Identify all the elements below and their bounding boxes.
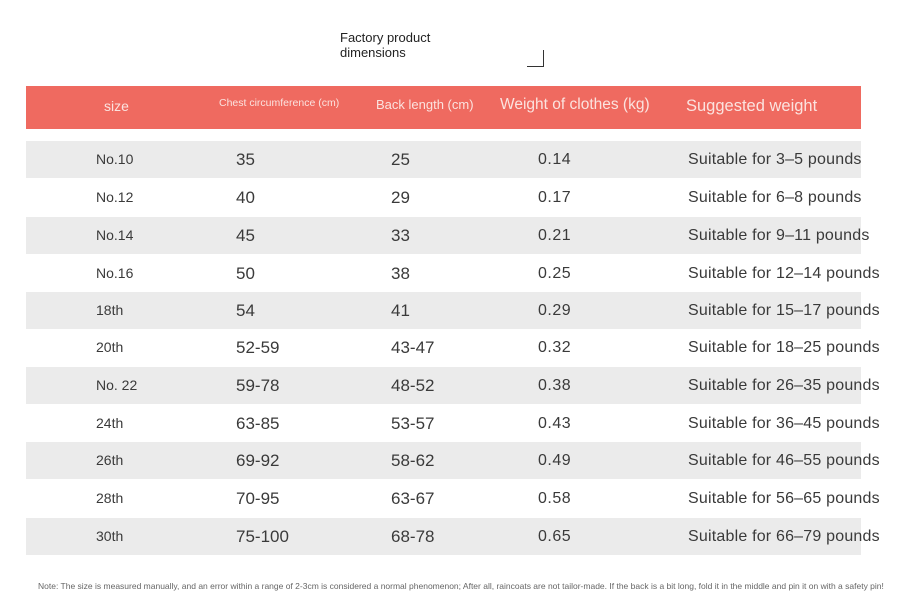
table-row: No.10 35 25 0.14 Suitable for 3–5 pounds (26, 141, 861, 178)
measurement-note: Note: The size is measured manually, and… (38, 581, 884, 591)
header-chest: Chest circumference (cm) (219, 97, 340, 109)
cell-chest: 70-95 (236, 489, 280, 508)
table-row: 24th 63-85 53-57 0.43 Suitable for 36–45 pou… (26, 405, 880, 442)
cell-size: No. 22 (96, 377, 138, 393)
cell-suggested: Suitable for 3–5 pounds (688, 151, 862, 168)
page-title: Factory product dimensions (340, 30, 431, 60)
cell-suggested: Suitable for 9–11 pounds (688, 227, 870, 244)
cell-suggested: Suitable for 18–25 pounds (688, 339, 880, 356)
table-row: 20th 52-59 43-47 0.32 Suitable for 18–25 pou… (26, 329, 880, 366)
header-size: size (104, 98, 129, 114)
cell-weight: 0.65 (538, 528, 572, 545)
cell-back: 53-57 (391, 414, 435, 433)
corner-mark (527, 50, 544, 67)
cell-chest: 59-78 (236, 376, 280, 395)
cell-suggested: Suitable for 12–14 pounds (688, 265, 880, 282)
cell-back: 43-47 (391, 338, 435, 357)
cell-size: No.12 (96, 189, 134, 205)
cell-suggested: Suitable for 46–55 pounds (688, 452, 880, 469)
cell-back: 29 (391, 188, 410, 207)
table-row: 28th 70-95 63-67 0.58 Suitable for 56–65 pou… (26, 480, 880, 517)
cell-back: 48-52 (391, 376, 435, 395)
cell-chest: 63-85 (236, 414, 280, 433)
cell-weight: 0.17 (538, 189, 572, 206)
cell-suggested: Suitable for 26–35 pounds (688, 377, 880, 394)
cell-size: 26th (96, 452, 124, 468)
table-header: size Chest circumference (cm) Back lengt… (26, 86, 861, 129)
cell-weight: 0.32 (538, 339, 572, 356)
table-row: No.16 50 38 0.25 Suitable for 12–14 pounds (26, 255, 880, 292)
cell-weight: 0.25 (538, 265, 572, 282)
table-row: No.14 45 33 0.21 Suitable for 9–11 pounds (26, 217, 869, 254)
cell-chest: 35 (236, 150, 255, 169)
cell-suggested: Suitable for 66–79 pounds (688, 528, 880, 545)
cell-suggested: Suitable for 15–17 pounds (688, 302, 880, 319)
cell-size: 18th (96, 302, 124, 318)
cell-chest: 45 (236, 226, 255, 245)
cell-back: 58-62 (391, 451, 435, 470)
header-weight: Weight of clothes (kg) (500, 96, 650, 113)
cell-chest: 50 (236, 264, 255, 283)
cell-weight: 0.38 (538, 377, 572, 394)
cell-back: 68-78 (391, 527, 435, 546)
cell-back: 41 (391, 301, 410, 320)
cell-chest: 54 (236, 301, 255, 320)
cell-suggested: Suitable for 6–8 pounds (688, 189, 862, 206)
table-row: 30th 75-100 68-78 0.65 Suitable for 66–79 po… (26, 518, 880, 555)
cell-back: 33 (391, 226, 410, 245)
cell-size: No.14 (96, 227, 134, 243)
cell-size: 28th (96, 490, 124, 506)
cell-chest: 69-92 (236, 451, 280, 470)
cell-back: 38 (391, 264, 410, 283)
cell-weight: 0.49 (538, 452, 572, 469)
header-back: Back length (cm) (376, 97, 474, 112)
cell-weight: 0.21 (538, 227, 572, 244)
cell-suggested: Suitable for 36–45 pounds (688, 415, 880, 432)
table-row: No.12 40 29 0.17 Suitable for 6–8 pounds (26, 179, 861, 216)
cell-weight: 0.29 (538, 302, 572, 319)
cell-size: 30th (96, 528, 124, 544)
cell-weight: 0.58 (538, 490, 572, 507)
table-row: 18th 54 41 0.29 Suitable for 15–17 pounds (26, 292, 880, 329)
cell-back: 25 (391, 150, 410, 169)
cell-size: 20th (96, 339, 124, 355)
cell-weight: 0.14 (538, 151, 572, 168)
table-row: 26th 69-92 58-62 0.49 Suitable for 46–55 pou… (26, 442, 880, 479)
cell-weight: 0.43 (538, 415, 572, 432)
cell-size: No.16 (96, 265, 134, 281)
cell-chest: 52-59 (236, 338, 280, 357)
cell-chest: 40 (236, 188, 255, 207)
cell-chest: 75-100 (236, 527, 289, 546)
cell-size: No.10 (96, 151, 134, 167)
cell-back: 63-67 (391, 489, 435, 508)
header-suggested: Suggested weight (686, 97, 818, 115)
cell-suggested: Suitable for 56–65 pounds (688, 490, 880, 507)
table-row: No. 22 59-78 48-52 0.38 Suitable for 26–35 p… (26, 367, 880, 404)
cell-size: 24th (96, 415, 124, 431)
